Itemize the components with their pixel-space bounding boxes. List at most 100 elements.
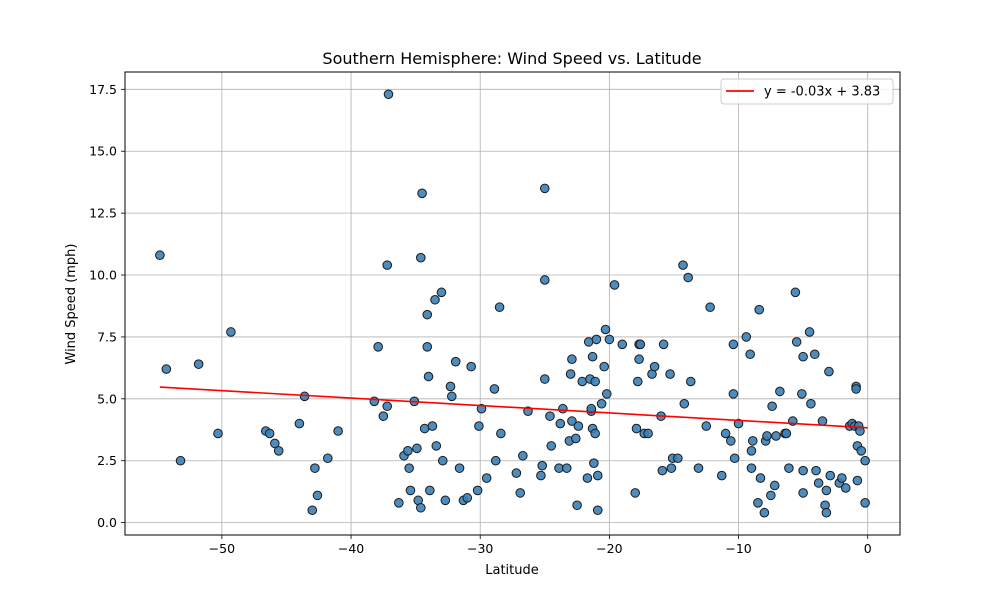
legend-box xyxy=(720,78,894,105)
data-point xyxy=(771,431,781,441)
data-point xyxy=(741,332,752,342)
data-point xyxy=(405,485,416,496)
data-point xyxy=(840,483,851,493)
data-point xyxy=(658,339,669,350)
y-tick-label: 17.5 xyxy=(89,82,117,97)
data-point xyxy=(382,401,393,412)
data-point xyxy=(481,473,492,483)
data-point xyxy=(415,502,426,513)
data-point xyxy=(558,403,568,414)
data-point xyxy=(746,463,757,473)
data-point xyxy=(383,89,394,100)
data-point xyxy=(511,468,522,478)
data-point xyxy=(423,371,434,382)
data-point xyxy=(582,473,593,483)
data-point xyxy=(567,354,577,365)
data-point xyxy=(561,463,572,473)
data-points xyxy=(155,89,870,518)
data-point xyxy=(747,436,758,446)
y-tick-label: 15.0 xyxy=(89,144,117,159)
data-point xyxy=(657,465,668,476)
data-point xyxy=(728,389,739,399)
data-point xyxy=(617,339,628,350)
data-point xyxy=(856,446,867,456)
data-point xyxy=(693,463,704,473)
x-tick-label: −40 xyxy=(338,541,364,556)
data-point xyxy=(825,470,836,481)
data-point xyxy=(678,260,688,270)
y-tick-label: 7.5 xyxy=(97,329,117,344)
data-point xyxy=(811,465,821,476)
data-point xyxy=(476,403,487,414)
data-point xyxy=(403,446,413,456)
data-point xyxy=(769,480,780,491)
data-point xyxy=(592,470,603,481)
data-point xyxy=(417,188,427,199)
data-point xyxy=(494,302,505,313)
data-point xyxy=(643,428,653,439)
data-point xyxy=(270,438,280,449)
data-point xyxy=(427,421,438,431)
data-point xyxy=(415,252,426,263)
data-point xyxy=(679,398,690,409)
data-point xyxy=(720,428,731,439)
data-point xyxy=(852,475,863,486)
data-point xyxy=(632,376,643,387)
x-tick-label: 0 xyxy=(864,541,872,556)
data-point xyxy=(600,324,611,335)
data-point xyxy=(436,287,447,298)
data-point xyxy=(193,359,204,369)
data-point xyxy=(474,421,484,431)
data-point xyxy=(412,443,422,454)
data-point xyxy=(466,361,476,372)
data-point xyxy=(382,260,393,270)
data-point xyxy=(860,498,870,508)
data-point xyxy=(450,356,461,367)
data-point xyxy=(213,428,223,439)
data-point xyxy=(590,376,600,387)
data-point xyxy=(155,250,165,261)
data-point xyxy=(539,374,550,384)
data-point xyxy=(781,428,792,439)
data-point xyxy=(673,453,683,464)
data-point xyxy=(599,361,610,372)
data-point xyxy=(586,403,597,414)
y-tick-label: 10.0 xyxy=(89,268,117,283)
data-point xyxy=(592,505,603,516)
data-point xyxy=(587,351,598,362)
data-point xyxy=(431,441,442,451)
data-point xyxy=(634,354,644,365)
data-point xyxy=(775,386,785,397)
data-point xyxy=(729,453,740,464)
data-point xyxy=(572,500,582,511)
data-point xyxy=(837,473,847,483)
data-point xyxy=(791,337,802,347)
data-point xyxy=(565,369,576,379)
regression-line xyxy=(159,386,868,429)
data-point xyxy=(489,384,500,394)
data-point xyxy=(666,463,677,473)
data-point xyxy=(430,294,440,305)
data-point xyxy=(631,423,642,434)
data-point xyxy=(394,498,404,508)
x-tick-label: −20 xyxy=(596,541,622,556)
legend-label: y = -0.03x + 3.83 xyxy=(764,85,880,100)
data-point xyxy=(226,327,236,337)
data-point xyxy=(665,369,675,379)
x-tick-label: −30 xyxy=(467,541,493,556)
data-point xyxy=(518,450,528,461)
data-point xyxy=(767,401,777,412)
data-point xyxy=(817,416,828,426)
data-point xyxy=(454,463,465,473)
data-point xyxy=(683,272,693,283)
legend: y = -0.03x + 3.83 xyxy=(720,78,894,105)
data-point xyxy=(851,384,861,394)
data-point xyxy=(440,495,451,506)
data-point xyxy=(546,441,557,451)
data-point xyxy=(725,436,736,446)
y-tick-label: 2.5 xyxy=(97,453,117,468)
x-axis-ticks: −50 −40 −30 −20 −10 0 xyxy=(209,535,872,556)
data-point xyxy=(567,416,577,426)
data-point xyxy=(437,455,448,466)
